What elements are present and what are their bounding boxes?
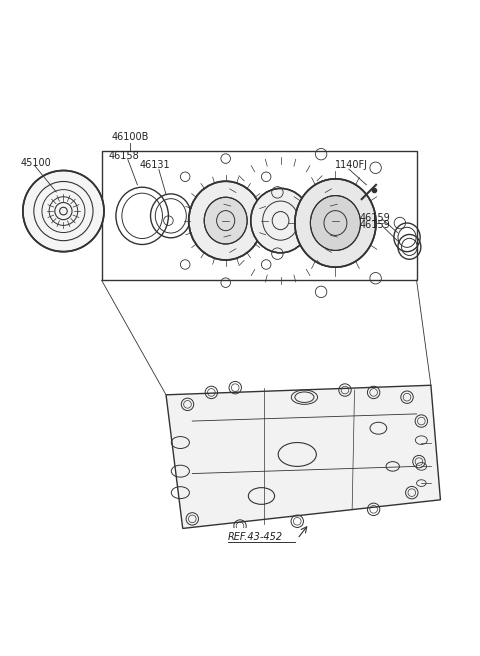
- Ellipse shape: [204, 197, 247, 244]
- Text: 46131: 46131: [140, 160, 170, 170]
- Text: 46159: 46159: [360, 220, 390, 230]
- Ellipse shape: [295, 179, 376, 267]
- Text: REF.43-452: REF.43-452: [228, 533, 283, 543]
- Polygon shape: [166, 385, 441, 529]
- Text: 1140FJ: 1140FJ: [336, 160, 369, 170]
- Text: 46100B: 46100B: [111, 133, 148, 142]
- Text: 46158: 46158: [109, 151, 140, 161]
- Ellipse shape: [251, 188, 311, 253]
- Text: 45100: 45100: [21, 157, 51, 168]
- FancyBboxPatch shape: [102, 152, 417, 280]
- Ellipse shape: [311, 195, 360, 251]
- Ellipse shape: [189, 181, 263, 260]
- Text: 46159: 46159: [360, 213, 390, 222]
- Circle shape: [23, 171, 104, 252]
